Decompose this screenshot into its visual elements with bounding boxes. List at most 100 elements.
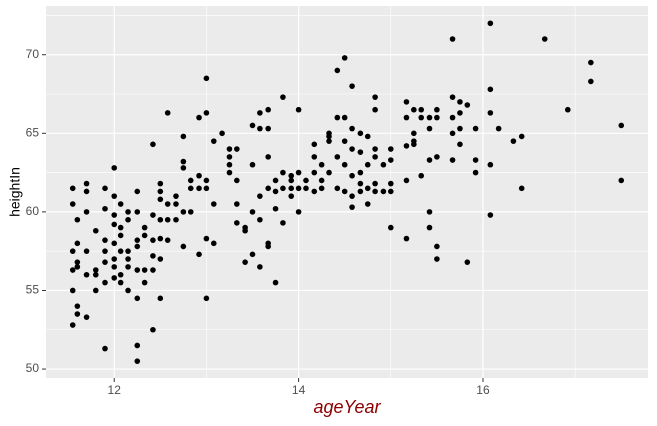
point — [92, 227, 99, 234]
point — [495, 125, 502, 132]
point — [518, 133, 525, 140]
point — [134, 342, 141, 349]
point — [74, 240, 81, 247]
point — [180, 209, 187, 215]
point — [117, 201, 124, 207]
point — [334, 67, 341, 74]
point — [203, 110, 210, 116]
point — [102, 205, 108, 212]
point — [265, 243, 271, 250]
point — [125, 248, 131, 254]
point — [83, 314, 90, 320]
point — [150, 141, 156, 148]
point — [74, 264, 81, 270]
point — [69, 287, 76, 294]
point — [83, 248, 90, 254]
point — [173, 193, 179, 199]
point — [426, 157, 433, 163]
point — [226, 161, 233, 168]
point — [226, 169, 233, 176]
point — [164, 110, 171, 116]
point — [226, 146, 233, 152]
point — [457, 125, 463, 132]
point — [434, 154, 440, 160]
point — [349, 83, 355, 89]
point — [280, 94, 286, 100]
points — [69, 20, 625, 364]
point — [150, 237, 156, 243]
point — [588, 59, 594, 66]
point — [272, 205, 279, 212]
point — [449, 94, 456, 100]
point — [472, 125, 479, 132]
point — [387, 188, 394, 195]
point — [157, 235, 164, 242]
point — [449, 157, 456, 163]
point — [341, 138, 348, 144]
point — [134, 188, 141, 195]
point — [125, 216, 131, 223]
point — [387, 146, 394, 152]
point — [92, 271, 99, 278]
point — [295, 209, 302, 215]
point — [426, 114, 433, 121]
point — [487, 110, 494, 116]
point — [588, 78, 594, 85]
point — [265, 125, 271, 132]
point — [426, 209, 433, 215]
y-axis-label: heightIn — [7, 167, 23, 217]
point — [180, 158, 187, 165]
point — [180, 243, 187, 250]
point — [83, 188, 90, 195]
point — [102, 259, 108, 265]
point — [249, 209, 256, 215]
point — [318, 177, 325, 184]
point — [74, 216, 81, 223]
y-tick-label: 65 — [26, 125, 40, 139]
point — [187, 209, 194, 215]
point — [196, 251, 202, 258]
grid — [46, 6, 648, 378]
point — [69, 267, 76, 273]
point — [125, 209, 131, 215]
point — [134, 237, 141, 243]
point — [102, 237, 108, 243]
point — [618, 177, 625, 184]
point — [203, 295, 210, 302]
point — [173, 216, 179, 223]
point — [141, 279, 148, 286]
point — [83, 271, 90, 278]
point — [618, 122, 625, 129]
point — [117, 279, 124, 286]
point — [403, 143, 410, 149]
y-tick-label: 70 — [26, 47, 40, 61]
point — [203, 235, 210, 242]
point — [364, 185, 371, 192]
point — [280, 169, 286, 176]
point — [257, 264, 263, 270]
x-axis-label: ageYear — [313, 397, 381, 417]
point — [134, 243, 141, 250]
point — [134, 358, 141, 364]
point — [357, 169, 364, 176]
point — [150, 267, 156, 273]
point — [449, 130, 456, 137]
point — [102, 279, 108, 286]
point — [472, 169, 479, 176]
point — [111, 221, 118, 228]
point — [102, 345, 108, 352]
point — [411, 130, 417, 137]
point — [280, 185, 286, 192]
point — [326, 169, 332, 176]
point — [288, 172, 295, 179]
point — [364, 161, 371, 168]
point — [510, 138, 517, 144]
point — [303, 177, 309, 184]
point — [141, 232, 148, 239]
point — [411, 106, 417, 113]
point — [125, 264, 131, 270]
point — [326, 138, 332, 144]
point — [249, 161, 256, 168]
point — [111, 240, 118, 247]
point — [187, 177, 194, 184]
